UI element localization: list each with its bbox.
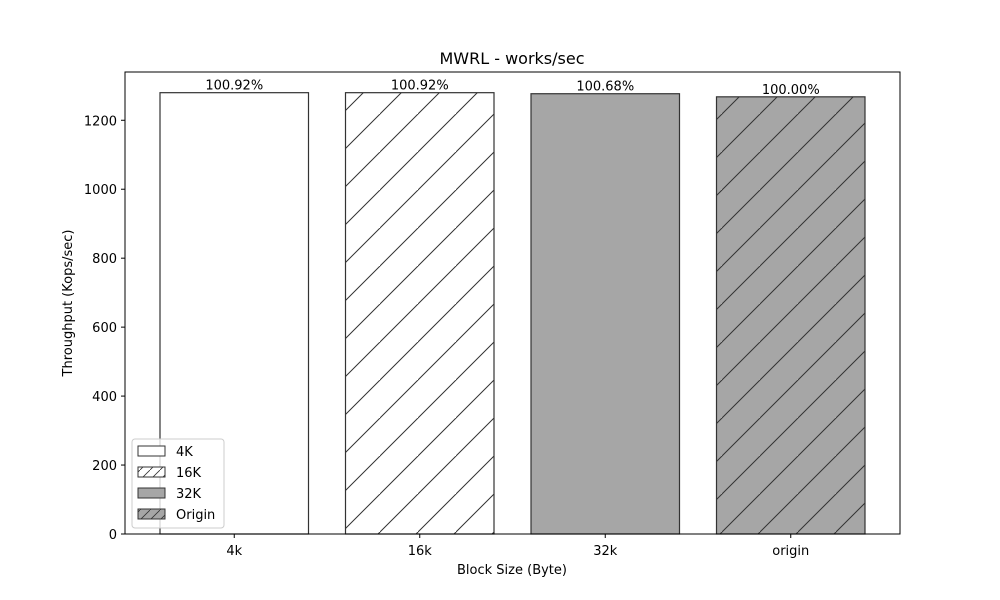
bar-value-label-origin: 100.00%	[762, 83, 820, 98]
legend-swatch-4k-fill	[138, 446, 165, 456]
bar-32k-fill	[531, 93, 680, 535]
bar-16k-hatch	[345, 92, 494, 534]
legend-swatch-16k	[137, 466, 166, 478]
legend: 4K 16K 32K Origin	[131, 438, 225, 529]
x-tick-label-16k: 16k	[408, 544, 433, 559]
x-tick-label-origin: origin	[772, 544, 809, 559]
x-tick-label-32k: 32k	[593, 544, 618, 559]
y-tick-label-400: 400	[92, 390, 117, 405]
plot-frame	[124, 71, 901, 535]
y-tick-label-1200: 1200	[84, 114, 117, 129]
legend-label-4k: 4K	[176, 445, 193, 460]
bar-origin-hatch	[716, 96, 865, 534]
legend-swatch-4k	[137, 445, 166, 457]
x-tick-label-4k: 4k	[226, 544, 242, 559]
y-axis: 0 200 400 600 800 1000 1200	[84, 114, 125, 543]
legend-swatch-16k-hatch	[138, 467, 165, 477]
legend-label-32k: 32K	[176, 487, 202, 502]
bars-layer	[159, 92, 866, 535]
y-tick-label-600: 600	[92, 321, 117, 336]
legend-label-16k: 16K	[176, 466, 202, 481]
y-axis-label: Throughput (Kops/sec)	[61, 230, 76, 378]
y-tick-label-0: 0	[109, 528, 117, 543]
legend-swatch-32k	[137, 487, 166, 499]
bar-value-label-32k: 100.68%	[576, 80, 634, 95]
x-axis-label: Block Size (Byte)	[457, 563, 567, 578]
y-tick-label-800: 800	[92, 252, 117, 267]
legend-entries: 4K 16K 32K Origin	[137, 445, 215, 523]
value-labels-layer: 100.92% 100.92% 100.68% 100.00%	[205, 79, 819, 98]
y-tick-label-1000: 1000	[84, 183, 117, 198]
bar-value-label-16k: 100.92%	[391, 79, 449, 94]
legend-swatch-origin-hatch	[138, 509, 165, 519]
legend-frame	[131, 438, 225, 529]
legend-swatch-32k-fill	[138, 488, 165, 498]
chart-title: MWRL - works/sec	[439, 49, 584, 68]
legend-swatch-origin	[137, 508, 166, 520]
legend-label-origin: Origin	[176, 508, 215, 523]
y-tick-label-200: 200	[92, 459, 117, 474]
bar-value-label-4k: 100.92%	[205, 79, 263, 94]
x-axis: 4k 16k 32k origin	[226, 534, 809, 559]
